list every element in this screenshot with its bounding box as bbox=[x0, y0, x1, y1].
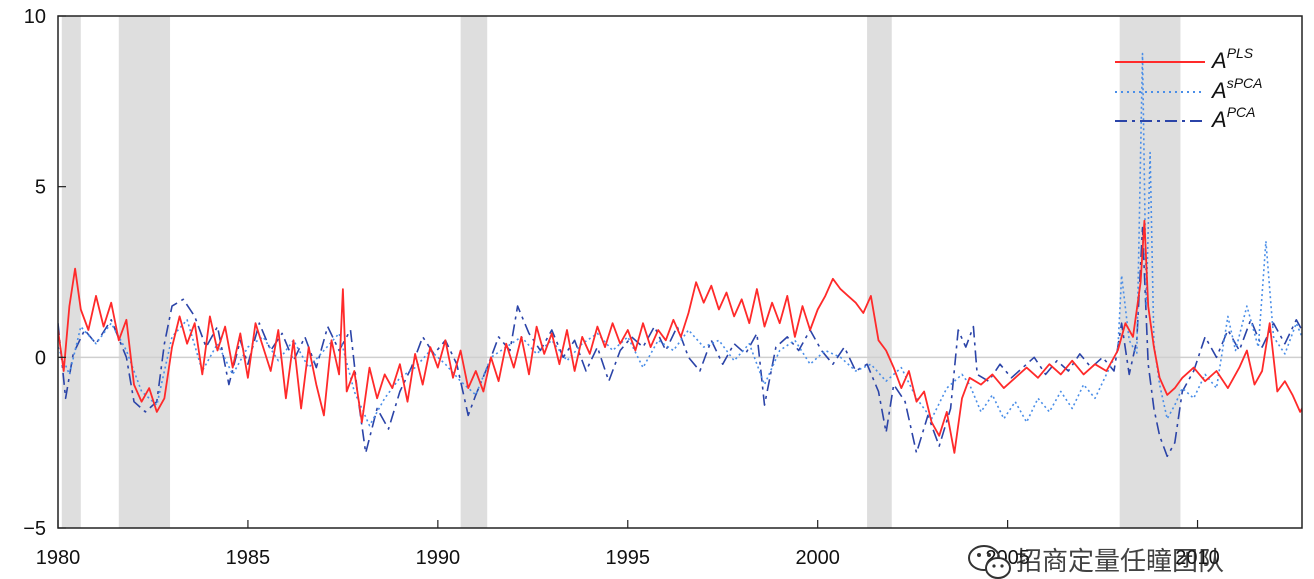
y-tick-label: 0 bbox=[35, 347, 46, 369]
x-tick-label: 2010 bbox=[1175, 547, 1220, 569]
y-tick-label: 10 bbox=[24, 6, 46, 28]
recession-shading bbox=[61, 16, 1181, 528]
series-line-pca bbox=[58, 226, 1302, 458]
series-line-pls bbox=[58, 219, 1302, 454]
legend-label-pca: APCA bbox=[1210, 104, 1255, 132]
plot-frame bbox=[57, 15, 1303, 529]
y-tick-label: −5 bbox=[23, 518, 46, 540]
x-tick-label: 1990 bbox=[416, 547, 461, 569]
legend: APLS AsPCA APCA bbox=[1115, 45, 1262, 132]
recession-band-1 bbox=[118, 16, 171, 528]
x-tick-label: 1995 bbox=[606, 547, 651, 569]
series-lines bbox=[58, 52, 1302, 458]
legend-label-pls: APLS bbox=[1210, 45, 1254, 73]
legend-label-spca: AsPCA bbox=[1210, 75, 1262, 103]
x-tick-label: 1985 bbox=[226, 547, 271, 569]
recession-band-2 bbox=[460, 16, 488, 528]
x-tick-label: 2000 bbox=[795, 547, 840, 569]
wechat-icon bbox=[968, 545, 1011, 579]
x-tick-label: 1980 bbox=[36, 547, 81, 569]
watermark: 招商定量任瞳团队 bbox=[968, 545, 1224, 579]
recession-band-4 bbox=[1119, 16, 1181, 528]
watermark-text: 招商定量任瞳团队 bbox=[1016, 547, 1224, 577]
recession-band-3 bbox=[867, 16, 892, 528]
recession-band-0 bbox=[61, 16, 81, 528]
y-axis-ticks: −5 0 5 10 bbox=[23, 6, 66, 540]
y-tick-label: 5 bbox=[35, 177, 46, 199]
